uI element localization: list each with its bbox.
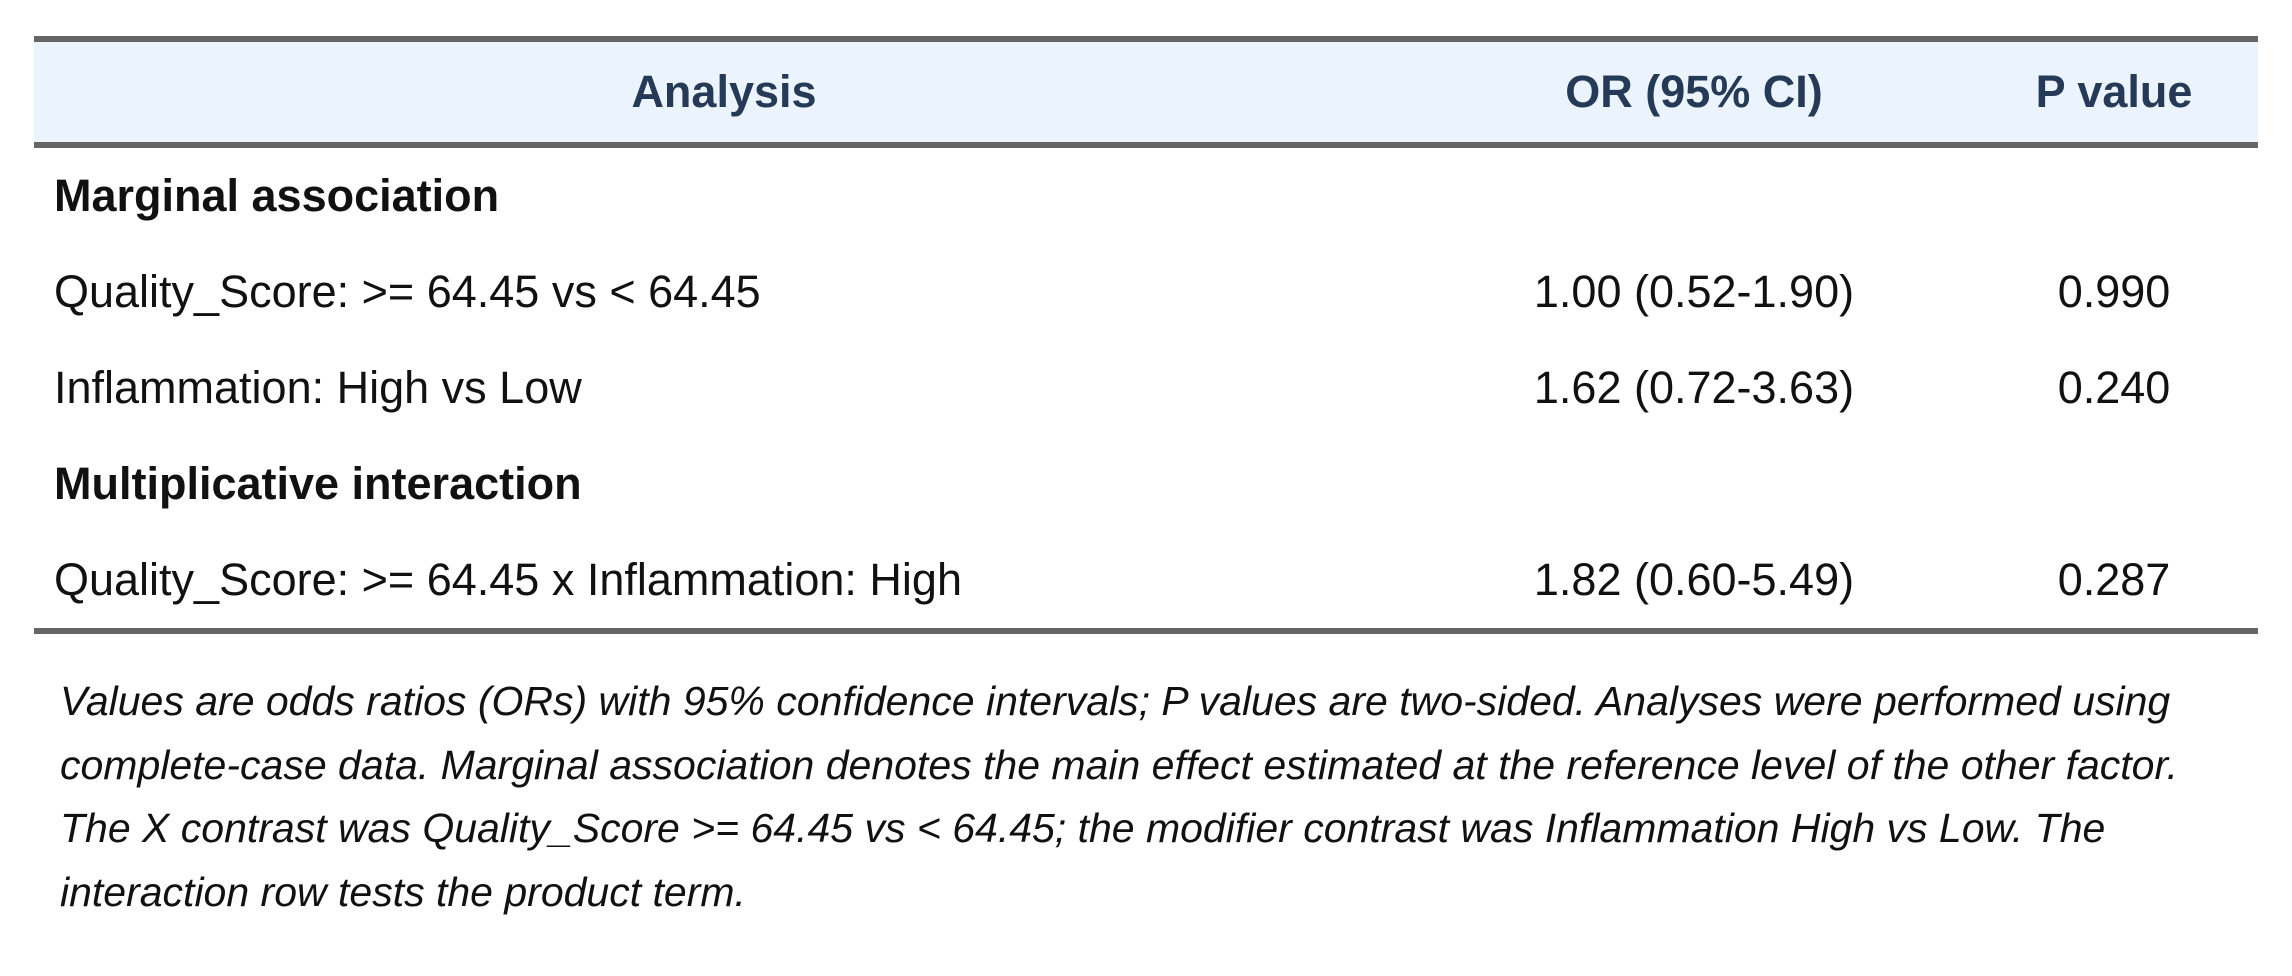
data-row: Inflammation: High vs Low 1.62 (0.72-3.63… <box>34 340 2258 436</box>
section-row: Marginal association <box>34 148 2258 244</box>
header-cell: P value <box>2035 66 2193 117</box>
results-table: Analysis OR (95% CI) P value Marginal assoc… <box>34 36 2258 634</box>
table-cell: 0.990 <box>2057 266 2171 317</box>
header-cell: Analysis <box>631 66 817 117</box>
table-cell: 1.62 (0.72-3.63) <box>1533 362 1855 413</box>
table-cell: 0.240 <box>2057 362 2171 413</box>
header-row: Analysis OR (95% CI) P value <box>34 42 2258 148</box>
footnote: Values are odds ratios (ORs) with 95% co… <box>60 678 2178 915</box>
table-cell: 1.82 (0.60-5.49) <box>1533 554 1855 605</box>
table-cell: Quality_Score: >= 64.45 x Inflammation: … <box>54 554 962 605</box>
section-title: Multiplicative interaction <box>54 458 582 509</box>
section-row: Multiplicative interaction <box>34 436 2258 532</box>
header-cell: OR (95% CI) <box>1565 66 1823 117</box>
table-cell: 0.287 <box>2057 554 2171 605</box>
table-cell: Inflammation: High vs Low <box>54 362 582 413</box>
table-cell: 1.00 (0.52-1.90) <box>1533 266 1855 317</box>
data-row: Quality_Score: >= 64.45 vs < 64.45 1.00 (… <box>34 244 2258 340</box>
table-cell: Quality_Score: >= 64.45 vs < 64.45 <box>54 266 761 317</box>
section-title: Marginal association <box>54 170 500 221</box>
data-row: Quality_Score: >= 64.45 x Inflammation: … <box>34 532 2258 628</box>
